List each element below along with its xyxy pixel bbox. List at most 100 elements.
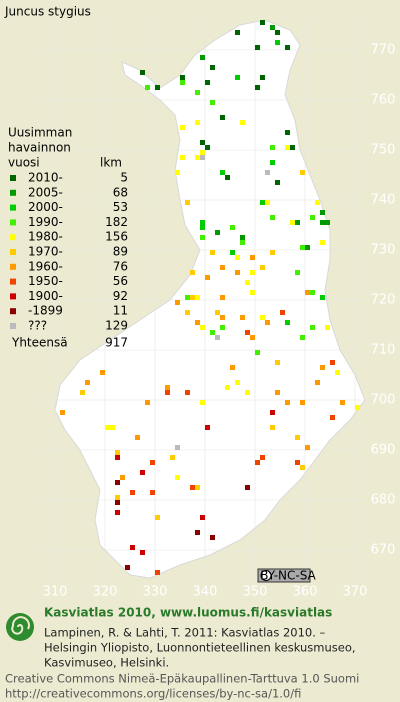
observation-square [320,240,325,245]
observation-square [175,445,180,450]
legend-count: 11 [113,304,128,318]
observation-square [265,200,270,205]
observation-square [265,170,270,175]
observation-square [210,100,215,105]
legend-swatch [10,278,16,285]
observation-square [120,475,125,480]
observation-square [135,435,140,440]
observation-square [140,70,145,75]
observation-square [195,90,200,95]
observation-square [290,145,295,150]
legend-swatch [10,219,16,226]
observation-square [115,450,120,455]
observation-square [250,335,255,340]
x-grid-label: 330 [143,585,168,600]
brand: Kasviatlas 2010, www.luomus.fi/kasviatla… [44,606,332,620]
legend-label: -1899 [28,304,63,318]
observation-square [310,290,315,295]
observation-square [210,535,215,540]
legend-swatch [10,293,16,300]
observation-square [295,435,300,440]
observation-square [285,400,290,405]
observation-square [270,250,275,255]
observation-square [325,325,330,330]
observation-square [250,255,255,260]
y-grid-label: 770 [371,43,396,58]
observation-square [260,20,265,25]
legend-count: 53 [113,200,128,214]
observation-square [255,460,260,465]
observation-square [250,270,255,275]
observation-square [275,360,280,365]
observation-square [215,310,220,315]
y-grid-label: 750 [371,143,396,158]
observation-square [200,400,205,405]
observation-square [110,425,115,430]
y-grid-label: 760 [371,93,396,108]
observation-square [175,170,180,175]
y-grid-label: 710 [371,343,396,358]
observation-square [195,155,200,160]
observation-square [185,295,190,300]
legend-label: 1970- [28,245,63,259]
observation-square [190,485,195,490]
license-line: http://creativecommons.org/licenses/by-n… [5,687,301,701]
observation-square [330,360,335,365]
observation-square [240,240,245,245]
observation-square [200,55,205,60]
observation-square [305,290,310,295]
observation-square [315,380,320,385]
x-grid-label: 320 [93,585,118,600]
logo [6,613,34,641]
observation-square [185,310,190,315]
observation-square [285,45,290,50]
observation-square [115,455,120,460]
observation-square [295,220,300,225]
observation-square [320,295,325,300]
observation-square [290,220,295,225]
legend-count: 68 [113,185,128,199]
observation-square [285,320,290,325]
observation-square [235,75,240,80]
observation-square [145,85,150,90]
observation-square [100,370,105,375]
observation-squares [60,20,360,575]
observation-square [220,325,225,330]
observation-square [195,295,200,300]
observation-square [320,365,325,370]
legend-swatch [10,175,16,181]
legend-label: 2005- [28,185,63,199]
observation-square [275,40,280,45]
legend-swatch [10,263,16,270]
observation-square [195,320,200,325]
y-grid-label: 720 [371,293,396,308]
observation-square [265,320,270,325]
observation-square [235,380,240,385]
observation-square [150,490,155,495]
observation-square [260,75,265,80]
y-grid-label: 740 [371,193,396,208]
legend-label: 1980- [28,230,63,244]
badge-box [257,568,311,583]
legend-total-label: Yhteensä [11,336,68,350]
license-line: Creative Commons Nimeä-Epäkaupallinen-Ta… [5,672,359,686]
legend-swatch [10,249,16,255]
observation-square [185,200,190,205]
observation-square [180,80,185,85]
observation-square [175,300,180,305]
citation-line: Lampinen, R. & Lahti, T. 2011: Kasviatla… [44,626,326,640]
observation-square [295,270,300,275]
observation-square [200,515,205,520]
legend-label: 2010- [28,171,63,185]
observation-square [150,460,155,465]
observation-square [300,400,305,405]
observation-square [260,455,265,460]
x-grid-label: 310 [43,585,68,600]
observation-square [80,390,85,395]
observation-square [205,275,210,280]
title: Juncus stygius [4,5,91,19]
observation-square [300,245,305,250]
observation-square [180,125,185,130]
observation-square [280,310,285,315]
observation-square [215,230,220,235]
